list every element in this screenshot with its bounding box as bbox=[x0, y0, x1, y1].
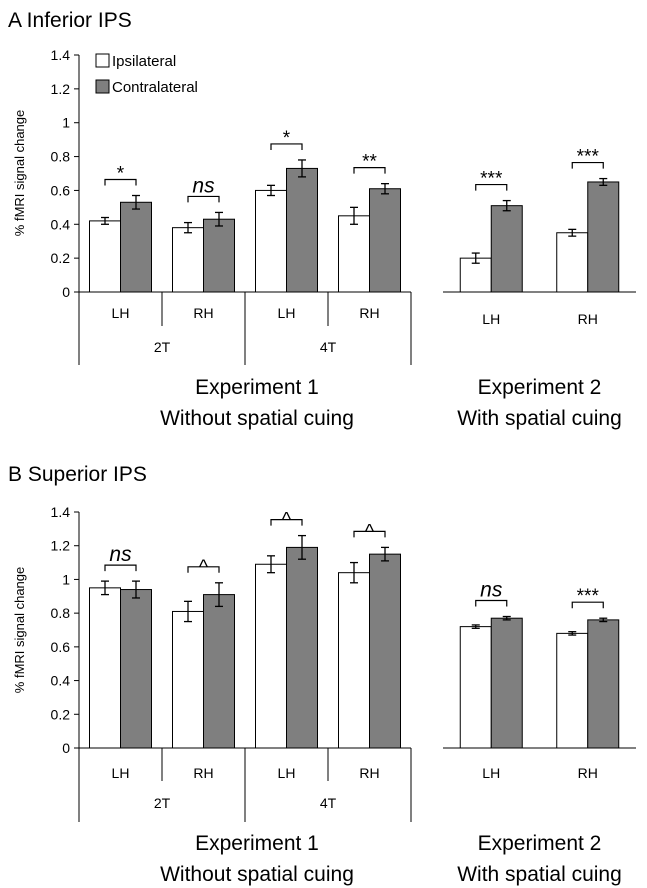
category-label: LH bbox=[112, 765, 130, 781]
y-tick-label: 0 bbox=[62, 284, 70, 300]
category-label: RH bbox=[193, 765, 213, 781]
significance-bracket bbox=[187, 195, 220, 203]
significance-label: ** bbox=[362, 152, 377, 173]
category-label: RH bbox=[359, 765, 379, 781]
bar-contralateral bbox=[490, 205, 523, 293]
significance-bracket bbox=[571, 161, 604, 169]
significance-label: * bbox=[283, 128, 291, 149]
significance-label: ^ bbox=[365, 521, 374, 542]
y-tick-label: 0 bbox=[62, 740, 70, 756]
experiment-title: Experiment 1 bbox=[195, 376, 319, 399]
significance-bracket bbox=[353, 167, 386, 174]
group-label: 2T bbox=[154, 795, 171, 811]
group-label: 4T bbox=[320, 339, 337, 355]
significance-label: *** bbox=[480, 169, 503, 190]
significance-bracket bbox=[187, 566, 220, 573]
bar-ipsilateral bbox=[556, 232, 589, 293]
bar-contralateral bbox=[120, 589, 152, 749]
category-label: LH bbox=[112, 305, 130, 321]
bar-contralateral bbox=[587, 181, 620, 293]
bar-ipsilateral bbox=[89, 587, 121, 749]
significance-label: ns bbox=[192, 174, 215, 197]
experiment-title: Experiment 1 bbox=[195, 832, 319, 855]
experiment-title: Experiment 2 bbox=[478, 832, 602, 855]
bar-ipsilateral bbox=[172, 610, 204, 749]
category-label: LH bbox=[278, 305, 296, 321]
bar-contralateral bbox=[203, 594, 235, 749]
bar-contralateral bbox=[490, 617, 523, 749]
significance-label: ^ bbox=[199, 557, 208, 578]
legend-label-ipsilateral: Ipsilateral bbox=[112, 53, 176, 70]
bar-contralateral bbox=[369, 553, 401, 749]
y-tick-label: 0.6 bbox=[51, 182, 71, 198]
category-label: LH bbox=[482, 311, 500, 327]
experiment-subtitle: Without spatial cuing bbox=[160, 863, 354, 886]
bar-contralateral bbox=[369, 188, 401, 293]
y-tick-label: 0.2 bbox=[51, 706, 71, 722]
y-tick-label: 1.4 bbox=[51, 504, 71, 520]
significance-bracket bbox=[475, 183, 508, 191]
experiment-subtitle: With spatial cuing bbox=[457, 863, 622, 886]
bar-ipsilateral bbox=[459, 626, 492, 749]
significance-label: *** bbox=[577, 147, 600, 168]
significance-bracket bbox=[270, 519, 303, 526]
chart-panel-1: B Superior IPS % fMRI signal change 0 0.2 0.… bbox=[8, 463, 636, 886]
significance-bracket bbox=[104, 564, 137, 572]
significance-bracket bbox=[353, 530, 386, 538]
category-label: RH bbox=[359, 305, 379, 321]
category-label: RH bbox=[578, 311, 598, 327]
y-tick-label: 1.2 bbox=[51, 538, 71, 554]
significance-bracket bbox=[571, 601, 604, 609]
significance-bracket bbox=[104, 178, 137, 186]
bar-ipsilateral bbox=[255, 189, 287, 293]
bar-contralateral bbox=[587, 619, 620, 749]
legend-swatch-contralateral bbox=[95, 79, 110, 94]
bar-contralateral bbox=[120, 201, 152, 293]
bar-ipsilateral bbox=[255, 563, 287, 749]
y-tick-label: 0.8 bbox=[51, 149, 71, 165]
y-tick-label: 1 bbox=[62, 571, 70, 587]
y-tick-label: 0.4 bbox=[51, 216, 71, 232]
bar-ipsilateral bbox=[338, 215, 370, 293]
bar-ipsilateral bbox=[89, 220, 121, 293]
bar-contralateral bbox=[286, 546, 318, 749]
y-tick-label: 0.4 bbox=[51, 673, 71, 689]
significance-bracket bbox=[270, 143, 303, 150]
legend-swatch-ipsilateral bbox=[95, 53, 110, 68]
bar-ipsilateral bbox=[338, 572, 370, 749]
chart-panel-0: A Inferior IPS % fMRI signal change 0 0.2 0.… bbox=[8, 9, 636, 430]
group-label: 4T bbox=[320, 795, 337, 811]
experiment-title: Experiment 2 bbox=[478, 376, 602, 399]
significance-label: ^ bbox=[282, 510, 291, 531]
category-label: LH bbox=[278, 765, 296, 781]
bar-contralateral bbox=[203, 218, 235, 293]
category-label: LH bbox=[482, 765, 500, 781]
panel-title: A Inferior IPS bbox=[8, 9, 132, 32]
significance-bracket bbox=[475, 599, 508, 607]
significance-label: *** bbox=[577, 586, 600, 607]
bar-ipsilateral bbox=[556, 632, 589, 749]
legend-label-contralateral: Contralateral bbox=[112, 79, 198, 96]
bar-ipsilateral bbox=[172, 227, 204, 293]
experiment-subtitle: Without spatial cuing bbox=[160, 407, 354, 430]
panel-title: B Superior IPS bbox=[8, 463, 147, 486]
y-axis-label: % fMRI signal change bbox=[12, 567, 27, 693]
significance-label: * bbox=[117, 164, 125, 185]
y-tick-label: 0.2 bbox=[51, 250, 71, 266]
experiment-subtitle: With spatial cuing bbox=[457, 407, 622, 430]
significance-label: ns bbox=[480, 579, 503, 602]
y-tick-label: 1.4 bbox=[51, 47, 71, 63]
category-label: RH bbox=[193, 305, 213, 321]
y-tick-label: 1 bbox=[62, 115, 70, 131]
y-axis-label: % fMRI signal change bbox=[12, 110, 27, 236]
y-tick-label: 1.2 bbox=[51, 81, 71, 97]
y-tick-label: 0.8 bbox=[51, 605, 71, 621]
group-label: 2T bbox=[154, 339, 171, 355]
category-label: RH bbox=[578, 765, 598, 781]
significance-label: ns bbox=[109, 543, 132, 566]
y-tick-label: 0.6 bbox=[51, 639, 71, 655]
bar-contralateral bbox=[286, 167, 318, 293]
